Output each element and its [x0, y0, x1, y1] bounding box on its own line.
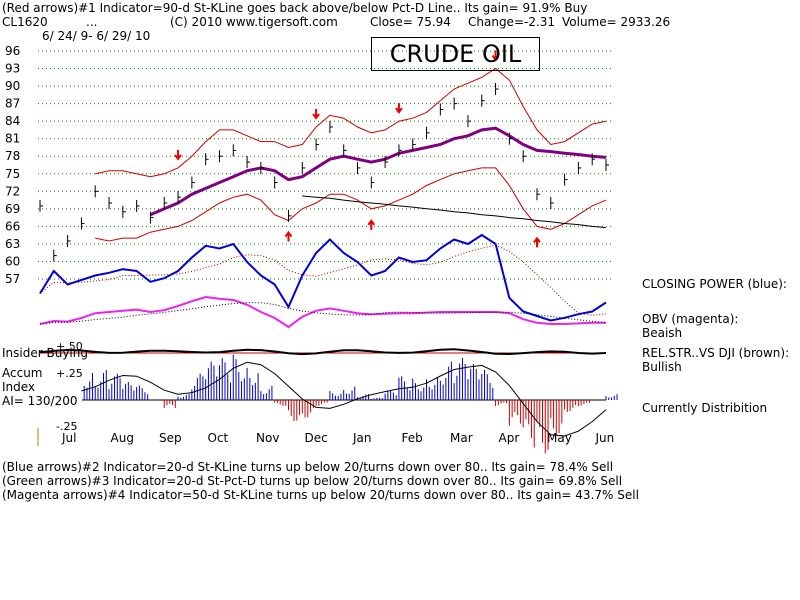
x-month-label: Aug	[111, 431, 134, 445]
x-month-label: Nov	[256, 431, 279, 445]
y-tick-label: 72	[5, 184, 20, 198]
lower-band-line	[95, 167, 607, 242]
y-tick-label: 90	[5, 79, 20, 93]
red-down-arrow	[491, 50, 500, 62]
distribution-label: Currently Distribition	[642, 401, 768, 415]
x-month-label: Jun	[595, 431, 615, 445]
x-month-label: Oct	[208, 431, 229, 445]
minus25-label: -.25	[56, 420, 78, 433]
y-tick-label: 87	[5, 97, 20, 111]
closing-power-ma-line	[39, 244, 607, 316]
y-tick-label: 93	[5, 62, 20, 76]
chart-title: CRUDE OIL	[371, 37, 540, 71]
upper-band-line	[95, 67, 607, 178]
accum-ma-line	[81, 361, 607, 437]
index-label: Index	[2, 380, 36, 394]
relstr-value: Bullish	[642, 360, 682, 374]
relstr-label: REL.STR..VS DJI (brown):	[642, 346, 790, 360]
accum-label: Accum	[2, 366, 43, 380]
y-tick-label: 63	[5, 237, 20, 251]
closing-power-label: CLOSING POWER (blue):	[642, 277, 787, 291]
header-line1: (Red arrows)#1 Indicator=90-d St-KLine g…	[2, 1, 588, 15]
plus50-label: +.50	[56, 340, 83, 353]
y-tick-label: 84	[5, 114, 20, 128]
y-tick-label: 75	[5, 167, 20, 181]
red-down-arrow	[174, 149, 182, 161]
copyright-label: (C) 2010 www.tigersoft.com	[170, 15, 338, 29]
y-tick-label: 78	[5, 149, 20, 163]
volume-value: Volume= 2933.26	[562, 15, 671, 29]
close-value: Close= 75.94	[370, 15, 451, 29]
obv-value: Beaish	[642, 326, 683, 340]
x-month-label: Feb	[402, 431, 423, 445]
obv-ma-line	[39, 302, 607, 325]
relstr-line	[39, 348, 607, 356]
x-month-label: May	[547, 431, 572, 445]
red-up-arrow	[533, 236, 541, 248]
red-down-arrow	[395, 103, 403, 114]
y-tick-label: 81	[5, 132, 20, 146]
change-value: Change=-2.31	[468, 15, 556, 29]
x-month-label: Apr	[499, 431, 520, 445]
footer-line2: (Blue arrows)#2 Indicator=20-d St-KLine …	[2, 460, 614, 474]
y-tick-label: 66	[5, 219, 20, 233]
obv-label: OBV (magenta):	[642, 312, 739, 326]
y-tick-label: 60	[5, 254, 20, 268]
ai-label: AI= 130/200	[2, 394, 78, 408]
y-tick-label: 69	[5, 202, 20, 216]
support-trendline	[302, 195, 607, 229]
symbol-ellipsis: ...	[86, 15, 98, 29]
red-up-arrow	[284, 230, 293, 242]
footer-line3: (Green arrows)#3 Indicator=20-d St-Pct-D…	[2, 474, 623, 488]
y-tick-label: 96	[5, 44, 20, 58]
x-month-label: Sep	[159, 431, 182, 445]
obv-line	[39, 295, 606, 329]
date-range: 6/ 24/ 9- 6/ 29/ 10	[42, 29, 151, 43]
plus25-label: +.25	[56, 367, 83, 380]
x-month-label: Dec	[305, 431, 328, 445]
x-month-label: Jul	[61, 431, 76, 445]
x-month-label: Jan	[352, 431, 372, 445]
insider-buying-label: Insider Buying	[2, 346, 88, 360]
moving-average-line	[149, 126, 607, 217]
symbol-label: CL1620	[2, 15, 48, 29]
red-up-arrow	[367, 219, 376, 230]
footer-line4: (Magenta arrows)#4 Indicator=50-d St-KLi…	[2, 488, 639, 502]
x-month-label: Mar	[450, 431, 473, 445]
y-tick-label: 57	[5, 272, 20, 286]
red-down-arrow	[312, 109, 320, 120]
closing-power-line	[39, 233, 607, 322]
